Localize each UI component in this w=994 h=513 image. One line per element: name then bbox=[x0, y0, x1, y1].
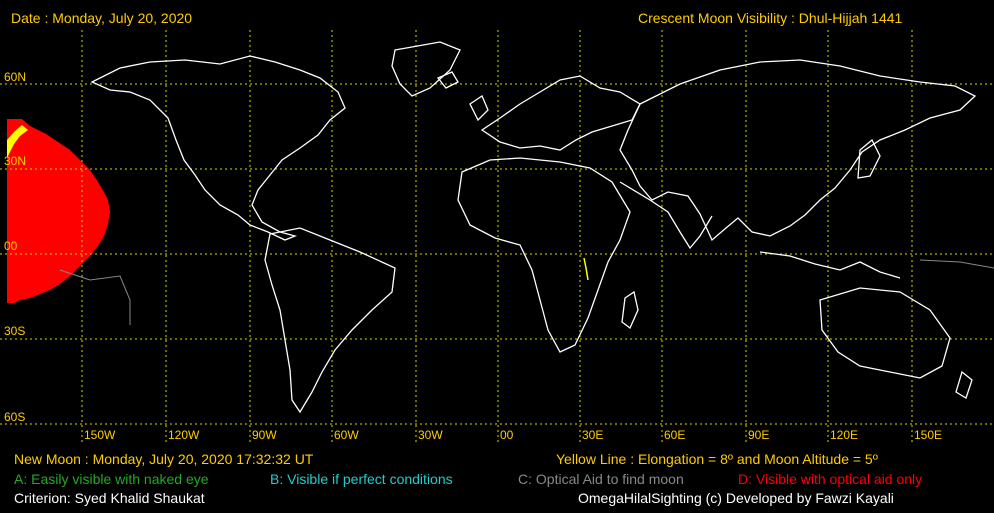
map-date: Date : Monday, July 20, 2020 bbox=[11, 10, 193, 26]
coastlines bbox=[90, 41, 977, 414]
map-title: Crescent Moon Visibility : Dhul-Hijjah 1… bbox=[638, 10, 903, 26]
lon-label-120w: 120W bbox=[168, 428, 200, 442]
credit: OmegaHilalSighting (c) Developed by Fawz… bbox=[578, 490, 894, 506]
yellow-line-info: Yellow Line : Elongation = 8º and Moon A… bbox=[556, 451, 878, 467]
lon-label-30e: 30E bbox=[582, 428, 604, 442]
lon-label-90e: 90E bbox=[748, 428, 770, 442]
lon-label-60w: 60W bbox=[334, 428, 359, 442]
lon-label-30w: 30W bbox=[418, 428, 443, 442]
legend-b: B: Visible if perfect conditions bbox=[270, 471, 453, 487]
lat-label-30n: 30N bbox=[4, 154, 27, 168]
visibility-region-d bbox=[7, 119, 110, 303]
lat-label-30s: 30S bbox=[4, 324, 26, 338]
lat-grid bbox=[0, 83, 994, 425]
new-moon-info: New Moon : Monday, July 20, 2020 17:32:3… bbox=[14, 451, 314, 467]
lon-label-60e: 60E bbox=[664, 428, 686, 442]
legend-a: A: Easily visible with naked eye bbox=[14, 471, 209, 487]
pacific-outlines bbox=[59, 259, 994, 325]
lat-label-60n: 60N bbox=[4, 70, 27, 84]
lon-label-150w: 150W bbox=[84, 428, 116, 442]
lon-label-150e: 150E bbox=[914, 428, 943, 442]
lon-label-90w: 90W bbox=[252, 428, 277, 442]
legend-c: C: Optical Aid to find moon bbox=[518, 471, 684, 487]
lon-label-00: 00 bbox=[500, 428, 514, 442]
criterion: Criterion: Syed Khalid Shaukat bbox=[14, 490, 205, 506]
lat-label-00: 00 bbox=[4, 239, 18, 253]
lon-grid bbox=[81, 30, 913, 445]
yellow-line-region bbox=[7, 125, 28, 158]
legend-d: D: Visible with optical aid only bbox=[738, 471, 923, 487]
lon-label-120e: 120E bbox=[830, 428, 859, 442]
lat-label-60s: 60S bbox=[4, 410, 26, 424]
yellow-line bbox=[583, 257, 589, 281]
